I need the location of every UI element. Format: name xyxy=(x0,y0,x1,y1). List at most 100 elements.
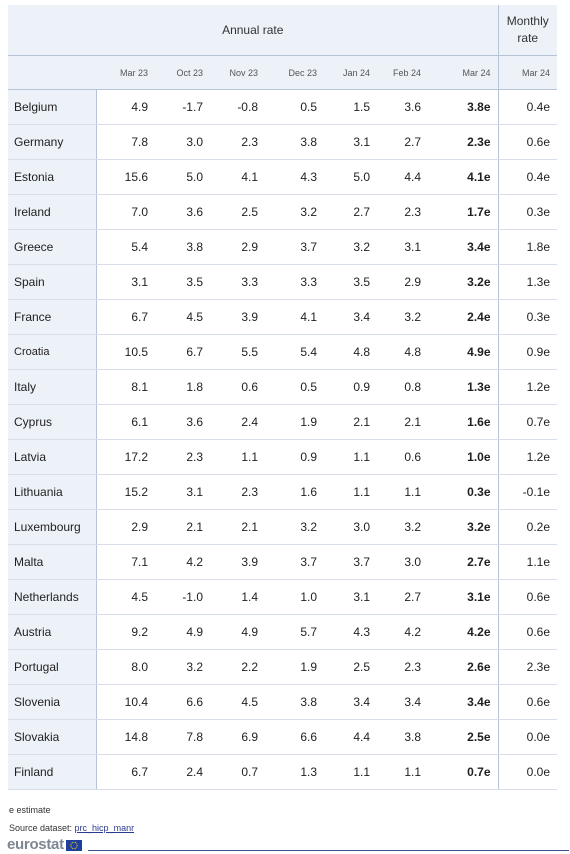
annual-rate-cell: 5.0 xyxy=(155,159,210,195)
hicp-table-container: Annual rate Monthly rate Mar 23 Oct 23 N… xyxy=(8,5,558,790)
annual-rate-cell: 3.6 xyxy=(155,404,210,440)
annual-rate-cell: 3.0 xyxy=(324,509,377,545)
annual-rate-cell: 5.4 xyxy=(95,229,155,265)
annual-rate-cell: 1.8 xyxy=(155,369,210,405)
annual-rate-cell: 6.7 xyxy=(95,299,155,335)
annual-rate-cell: 0.6 xyxy=(377,439,428,475)
annual-rate-cell: 2.2 xyxy=(210,649,265,685)
annual-rate-cell: 4.4 xyxy=(324,719,377,755)
country-name: Slovenia xyxy=(8,684,96,720)
country-name: France xyxy=(8,299,96,335)
annual-rate-cell: 4.3 xyxy=(324,614,377,650)
annual-rate-cell: 15.6 xyxy=(95,159,155,195)
annual-rate-cell: 4.3 xyxy=(265,159,324,195)
annual-rate-cell: 0.6 xyxy=(210,369,265,405)
annual-rate-cell: 10.4 xyxy=(95,684,155,720)
column-header: Mar 23 xyxy=(96,55,155,90)
table-row: Ireland 7.0 3.6 2.5 3.2 2.7 2.3 1.7e 0.3e xyxy=(8,194,558,230)
annual-rate-cell: 14.8 xyxy=(95,719,155,755)
annual-rate-cell: 5.4 xyxy=(265,334,324,370)
annual-rate-cell: 4.1 xyxy=(210,159,265,195)
table-row: Italy 8.1 1.8 0.6 0.5 0.9 0.8 1.3e 1.2e xyxy=(8,369,558,405)
annual-rate-cell: 4.5 xyxy=(95,579,155,615)
eu-star-icon xyxy=(71,842,73,844)
country-name: Luxembourg xyxy=(8,509,96,545)
annual-rate-cell: 5.7 xyxy=(265,614,324,650)
eu-star-icon xyxy=(76,846,78,848)
source-note: Source dataset: prc_hicp_manr xyxy=(9,819,134,837)
annual-rate-cell: 2.3 xyxy=(210,124,265,160)
eu-flag-icon xyxy=(65,840,82,851)
column-header: Dec 23 xyxy=(265,55,324,90)
annual-rate-cell: 0.9 xyxy=(265,439,324,475)
annual-rate-cell: 2.9 xyxy=(377,264,428,300)
annual-rate-cell: 2.1 xyxy=(377,404,428,440)
annual-rate-cell: 1.5 xyxy=(324,89,377,125)
table-row: Slovakia 14.8 7.8 6.9 6.6 4.4 3.8 2.5e 0.0e xyxy=(8,719,558,755)
country-name: Lithuania xyxy=(8,474,96,510)
monthly-rate-cell: 0.3e xyxy=(498,194,558,230)
annual-rate-cell: 1.0 xyxy=(265,579,324,615)
annual-rate-cell: 3.2 xyxy=(324,229,377,265)
table-row: Portugal 8.0 3.2 2.2 1.9 2.5 2.3 2.6e 2.3e xyxy=(8,649,558,685)
source-dataset-link[interactable]: prc_hicp_manr xyxy=(74,823,135,833)
monthly-rate-cell: 0.4e xyxy=(498,89,558,125)
annual-rate-cell: 6.7 xyxy=(95,754,155,790)
annual-rate-cell: -0.8 xyxy=(210,89,265,125)
monthly-rate-cell: 0.7e xyxy=(498,404,558,440)
monthly-rate-cell: 1.2e xyxy=(498,439,558,475)
annual-rate-cell: 4.5 xyxy=(155,299,210,335)
eu-star-icon xyxy=(74,847,76,849)
column-header: Oct 23 xyxy=(155,55,210,90)
monthly-rate-cell: 0.9e xyxy=(498,334,558,370)
annual-rate-cell: 2.5 xyxy=(324,649,377,685)
hicp-table: Annual rate Monthly rate Mar 23 Oct 23 N… xyxy=(8,5,558,790)
monthly-rate-cell: 0.4e xyxy=(498,159,558,195)
monthly-rate-cell: -0.1e xyxy=(498,474,558,510)
annual-rate-cell: 0.5 xyxy=(265,369,324,405)
annual-rate-cell: 4.2 xyxy=(155,544,210,580)
annual-rate-cell: 3.4e xyxy=(428,684,499,720)
annual-rate-cell: 8.1 xyxy=(95,369,155,405)
monthly-rate-cell: 1.3e xyxy=(498,264,558,300)
annual-rate-cell: 1.1 xyxy=(377,754,428,790)
annual-rate-cell: 1.1 xyxy=(324,754,377,790)
country-name: Spain xyxy=(8,264,96,300)
annual-rate-cell: 0.5 xyxy=(265,89,324,125)
monthly-rate-heading-line2: rate xyxy=(517,31,539,45)
annual-rate-cell: 3.7 xyxy=(265,229,324,265)
eu-star-icon xyxy=(73,848,75,850)
annual-rate-cell: 3.6 xyxy=(155,194,210,230)
annual-rate-cell: 4.8 xyxy=(324,334,377,370)
header-corner xyxy=(8,55,96,90)
monthly-rate-cell: 0.0e xyxy=(498,754,558,790)
annual-rate-cell: 6.6 xyxy=(265,719,324,755)
annual-rate-cell: 3.1 xyxy=(377,229,428,265)
annual-rate-cell: 1.1 xyxy=(210,439,265,475)
annual-rate-cell: 3.2 xyxy=(155,649,210,685)
eu-star-icon xyxy=(73,841,75,843)
monthly-rate-cell: 0.6e xyxy=(498,684,558,720)
annual-rate-cell: -1.0 xyxy=(155,579,210,615)
annual-rate-cell: 3.7 xyxy=(324,544,377,580)
annual-rate-cell: 3.0 xyxy=(155,124,210,160)
estimate-note: e estimate xyxy=(9,805,51,815)
table-row: Luxembourg 2.9 2.1 2.1 3.2 3.0 3.2 3.2e 0.2e xyxy=(8,509,558,545)
annual-rate-cell: 3.2 xyxy=(377,299,428,335)
table-row: Netherlands 4.5 -1.0 1.4 1.0 3.1 2.7 3.1e 0.6e xyxy=(8,579,558,615)
table-row: Finland 6.7 2.4 0.7 1.3 1.1 1.1 0.7e 0.0e xyxy=(8,754,558,790)
annual-rate-cell: 6.1 xyxy=(95,404,155,440)
table-notes: e estimate Source dataset: prc_hicp_manr xyxy=(9,801,134,837)
annual-rate-cell: 1.1 xyxy=(324,439,377,475)
annual-rate-cell: 3.8 xyxy=(155,229,210,265)
annual-rate-cell: 2.1 xyxy=(210,509,265,545)
annual-rate-cell: 3.1e xyxy=(428,579,499,615)
annual-rate-cell: 1.0e xyxy=(428,439,499,475)
monthly-rate-heading-line1: Monthly xyxy=(506,14,549,28)
table-row: Malta 7.1 4.2 3.9 3.7 3.7 3.0 2.7e 1.1e xyxy=(8,544,558,580)
eu-star-icon xyxy=(71,847,73,849)
annual-rate-heading: Annual rate xyxy=(8,5,499,56)
source-label: Source dataset: xyxy=(9,823,75,833)
annual-rate-cell: 1.1 xyxy=(377,474,428,510)
column-header: Nov 23 xyxy=(210,55,265,90)
